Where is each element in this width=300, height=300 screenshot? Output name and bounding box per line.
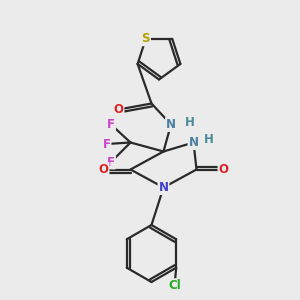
Text: F: F bbox=[107, 118, 115, 131]
Text: S: S bbox=[142, 32, 150, 45]
Text: Cl: Cl bbox=[168, 279, 181, 292]
Text: O: O bbox=[113, 103, 124, 116]
Text: F: F bbox=[107, 155, 115, 169]
Text: H: H bbox=[185, 116, 194, 129]
Text: N: N bbox=[188, 136, 199, 149]
Text: O: O bbox=[98, 163, 109, 176]
Text: H: H bbox=[204, 133, 213, 146]
Text: F: F bbox=[103, 137, 110, 151]
Text: O: O bbox=[218, 163, 229, 176]
Text: N: N bbox=[158, 181, 169, 194]
Text: N: N bbox=[166, 118, 176, 131]
